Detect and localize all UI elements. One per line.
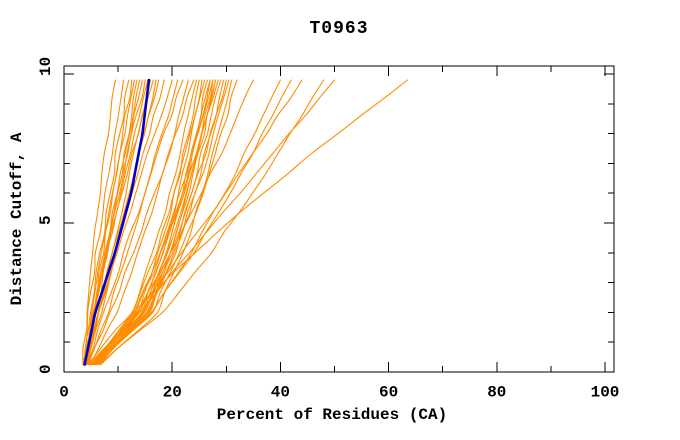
- model-curve: [91, 79, 303, 366]
- model-curve: [86, 79, 184, 366]
- model-curve: [82, 79, 149, 366]
- model-curve: [87, 79, 179, 366]
- y-axis-label: Distance Cutoff, A: [8, 132, 26, 305]
- model-curve: [87, 79, 160, 366]
- model-curve: [92, 79, 217, 366]
- model-curve: [100, 79, 233, 366]
- model-curve: [93, 79, 281, 366]
- x-tick-label: 100: [591, 384, 620, 402]
- model-curve: [94, 79, 214, 366]
- model-curve: [87, 79, 195, 366]
- x-tick-label: 40: [271, 384, 290, 402]
- x-axis-label: Percent of Residues (CA): [217, 406, 447, 424]
- model-curve: [95, 79, 292, 366]
- y-tick-label: 0: [37, 364, 55, 374]
- model-curve: [94, 79, 336, 366]
- plot-area: 0 20 40 60 80 100 0 5 10: [37, 57, 619, 402]
- model-curve: [87, 79, 198, 366]
- x-tick-label: 60: [379, 384, 398, 402]
- model-curve: [91, 79, 206, 366]
- model-curve: [90, 79, 409, 366]
- model-curve: [98, 79, 227, 366]
- x-tick-label: 20: [163, 384, 182, 402]
- plot-border: [63, 65, 615, 373]
- model-curve: [84, 79, 135, 366]
- model-curve: [94, 79, 230, 366]
- y-tick-label: 5: [37, 215, 55, 225]
- y-tick-label: 10: [37, 57, 55, 76]
- x-tick-label: 80: [487, 384, 506, 402]
- x-tick-label: 0: [59, 384, 69, 402]
- chart-title: T0963: [309, 19, 368, 39]
- model-curve: [82, 79, 125, 366]
- model-curve: [98, 79, 325, 366]
- model-curve: [85, 79, 173, 366]
- highlighted-model-curve: [83, 78, 151, 366]
- model-curve: [89, 79, 189, 366]
- model-curve: [83, 79, 130, 366]
